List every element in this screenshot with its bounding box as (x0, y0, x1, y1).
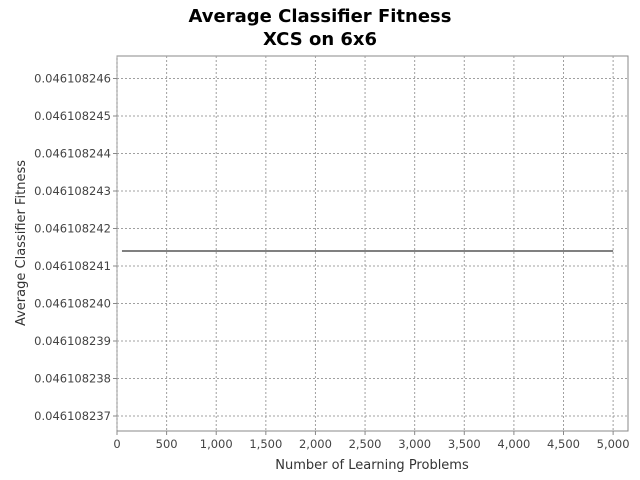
y-axis: 0.046108237 0.046108238 0.046108239 0.04610… (34, 72, 117, 423)
y-tick-label: 0.046108242 (34, 222, 111, 236)
y-tick-label: 0.046108240 (34, 297, 111, 311)
grid (116, 56, 628, 431)
y-tick-label: 0.046108239 (34, 334, 111, 348)
x-tick-label: 500 (156, 437, 178, 451)
chart-subtitle: XCS on 6x6 (263, 29, 377, 50)
y-tick-label: 0.046108244 (34, 147, 111, 161)
y-tick-label: 0.046108243 (34, 184, 111, 198)
x-tick-label: 5,000 (597, 437, 630, 451)
x-tick-label: 4,000 (497, 437, 530, 451)
x-axis-label: Number of Learning Problems (275, 458, 469, 473)
y-tick-label: 0.046108238 (34, 372, 111, 386)
y-tick-label: 0.046108237 (34, 409, 111, 423)
x-tick-label: 3,500 (448, 437, 481, 451)
plot-area (116, 55, 629, 432)
y-tick-label: 0.046108241 (34, 259, 111, 273)
x-tick-label: 3,000 (398, 437, 431, 451)
chart-title: Average Classifier Fitness (189, 6, 452, 27)
x-tick-label: 0 (113, 437, 120, 451)
x-tick-label: 1,000 (200, 437, 233, 451)
y-tick-label: 0.046108245 (34, 109, 111, 123)
x-tick-label: 4,500 (547, 437, 580, 451)
y-axis-label: Average Classifier Fitness (14, 160, 29, 326)
x-tick-label: 2,000 (299, 437, 332, 451)
x-tick-label: 1,500 (249, 437, 282, 451)
x-axis: 0 500 1,000 1,500 2,000 2,500 3,000 3,500 4,000 4… (113, 431, 630, 451)
x-tick-label: 2,500 (349, 437, 382, 451)
y-tick-label: 0.046108246 (34, 72, 111, 86)
